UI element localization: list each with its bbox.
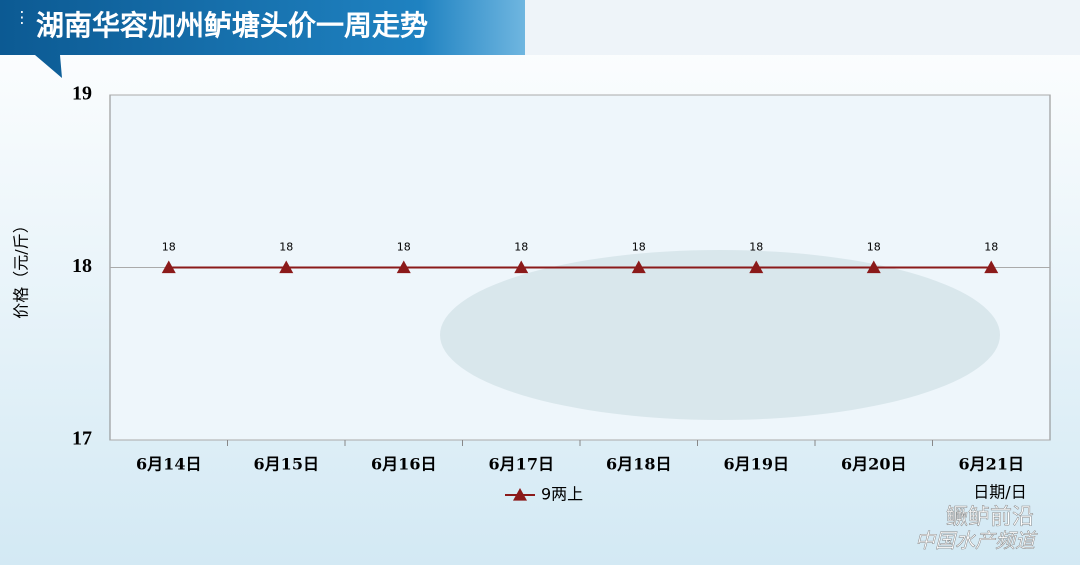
data-label: 18: [279, 241, 293, 254]
watermark-brand: 鳜鲈前沿: [946, 505, 1034, 530]
point-marker: [161, 260, 176, 274]
data-label: 18: [514, 241, 528, 254]
data-label: 18: [397, 241, 411, 254]
x-tick-label: 6月18日: [606, 455, 671, 474]
x-tick-label: 6月20日: [841, 455, 906, 474]
data-label: 18: [984, 241, 998, 254]
point-marker: [749, 260, 764, 274]
point-marker: [396, 260, 411, 274]
data-label: 18: [162, 241, 176, 254]
data-label: 18: [867, 241, 881, 254]
y-tick-label: 18: [72, 255, 92, 277]
title-banner: [0, 0, 525, 78]
x-tick-label: 6月14日: [136, 455, 201, 474]
banner-dots: ⋮: [14, 8, 30, 27]
fish-illustration: [440, 250, 1000, 420]
y-axis-label: 价格（元/斤）: [12, 217, 31, 318]
x-tick-label: 6月17日: [489, 455, 554, 474]
legend-label: 9两上: [541, 485, 583, 504]
chart-title: 湖南华容加州鲈塘头价一周走势: [36, 9, 428, 42]
header-stripes: [525, 0, 1080, 55]
x-tick-label: 6月15日: [254, 455, 319, 474]
data-label: 18: [632, 241, 646, 254]
legend-marker: [513, 488, 527, 501]
x-axis-label: 日期/日: [973, 483, 1026, 502]
watermark-channel: 中国水产频道: [915, 529, 1038, 553]
y-tick-label: 17: [72, 428, 92, 450]
x-tick-label: 6月19日: [724, 455, 789, 474]
point-marker: [984, 260, 999, 274]
data-label: 18: [749, 241, 763, 254]
y-tick-label: 19: [72, 83, 92, 105]
point-marker: [866, 260, 881, 274]
point-marker: [631, 260, 646, 274]
point-marker: [514, 260, 529, 274]
x-tick-label: 6月21日: [959, 455, 1024, 474]
x-tick-label: 6月16日: [371, 455, 436, 474]
point-marker: [279, 260, 294, 274]
